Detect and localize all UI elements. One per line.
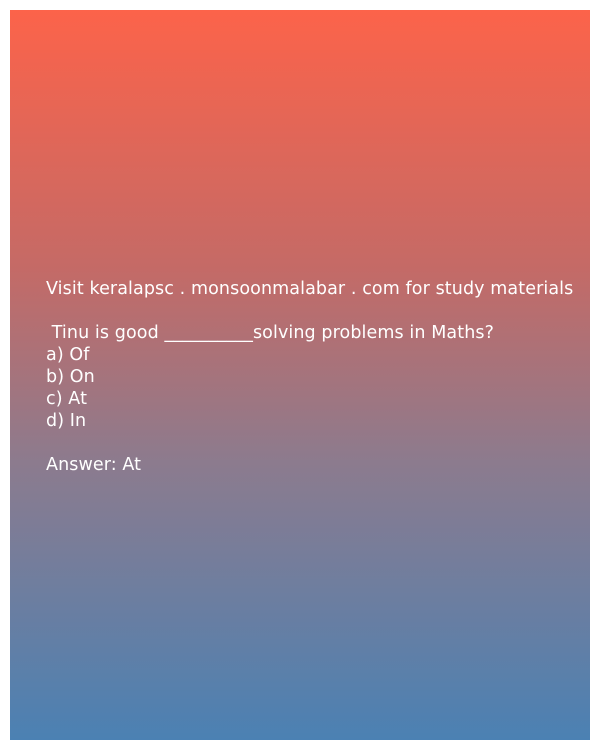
spacer (46, 300, 576, 322)
option-a: a) Of (46, 345, 90, 365)
option-b: b) On (46, 367, 95, 387)
card-content: Visit keralapsc . monsoonmalabar . com f… (46, 278, 576, 476)
option-d: d) In (46, 411, 87, 431)
question-text: Tinu is good __________solving problems … (46, 323, 495, 343)
spacer (46, 432, 576, 454)
question-card: Visit keralapsc . monsoonmalabar . com f… (10, 10, 590, 740)
answer-text: Answer: At (46, 455, 142, 475)
visit-text: Visit keralapsc . monsoonmalabar . com f… (46, 279, 574, 299)
option-c: c) At (46, 389, 88, 409)
